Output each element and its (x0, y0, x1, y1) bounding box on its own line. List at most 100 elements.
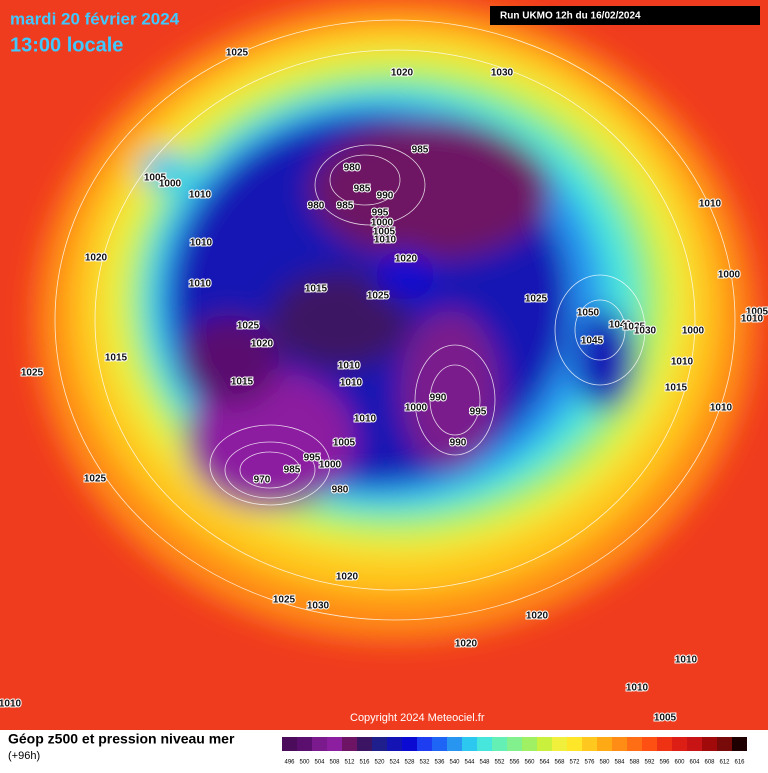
isobar-label: 1025 (273, 595, 296, 606)
isobar-label: 985 (337, 201, 354, 212)
isobar-label: 1030 (307, 601, 330, 612)
scale-label: 508 (329, 760, 340, 766)
isobar-label: 1000 (319, 460, 342, 471)
isobar-label: 1045 (581, 336, 604, 347)
color-swatch (372, 737, 387, 751)
isobar-label: 1015 (105, 353, 128, 364)
scale-label: 616 (734, 760, 745, 766)
color-swatch (687, 737, 702, 751)
color-swatch (282, 737, 297, 751)
color-swatch (672, 737, 687, 751)
scale-label: 572 (569, 760, 580, 766)
scale-label: 520 (374, 760, 385, 766)
isobar-label: 985 (284, 465, 301, 476)
isobar-label: 1050 (577, 308, 600, 319)
isobar-label: 1005 (654, 713, 677, 724)
scale-label: 612 (719, 760, 730, 766)
scale-label: 516 (359, 760, 370, 766)
isobar-label: 1020 (526, 611, 549, 622)
isobar-label: 1025 (226, 48, 249, 59)
scale-label: 580 (599, 760, 610, 766)
color-swatch (657, 737, 672, 751)
isobar-label: 1010 (340, 378, 363, 389)
scale-label: 552 (494, 760, 505, 766)
color-swatch (462, 737, 477, 751)
isobar-label: 1020 (251, 339, 274, 350)
isobar-label: 1010 (699, 199, 722, 210)
isobar-label: 1000 (405, 403, 428, 414)
scale-label: 500 (299, 760, 310, 766)
isobars (54, 19, 736, 621)
color-swatch (627, 737, 642, 751)
color-swatch (507, 737, 522, 751)
scale-label: 584 (614, 760, 625, 766)
isobar-label: 1025 (525, 294, 548, 305)
isobar-label: 1010 (189, 190, 212, 201)
legend-subtitle: (+96h) (8, 750, 40, 762)
isobar-label: 1010 (741, 314, 764, 325)
isobar-label: 1000 (159, 179, 182, 190)
date: mardi 20 février 2024 (10, 9, 180, 28)
legend-title: Géop z500 et pression niveau mer (8, 731, 235, 747)
scale-label: 504 (314, 760, 325, 766)
color-swatch (732, 737, 747, 751)
local-time: 13:00 locale (10, 34, 123, 56)
color-swatch (582, 737, 597, 751)
isobar-label: 1030 (491, 68, 514, 79)
scale-label: 576 (584, 760, 595, 766)
color-swatch (702, 737, 717, 751)
color-swatch (327, 737, 342, 751)
color-swatch (717, 737, 732, 751)
isobar-label: 985 (412, 145, 429, 156)
isobar-label: 1020 (395, 254, 418, 265)
scale-label: 540 (449, 760, 460, 766)
scale-label: 560 (524, 760, 535, 766)
isobar-label: 980 (332, 485, 349, 496)
color-swatch (312, 737, 327, 751)
color-swatch (552, 737, 567, 751)
scale-label: 600 (674, 760, 685, 766)
isobar-label: 1015 (231, 377, 254, 388)
isobar-label: 1010 (710, 403, 733, 414)
scale-label: 536 (434, 760, 445, 766)
color-swatch (447, 737, 462, 751)
scale-label: 548 (479, 760, 490, 766)
isobar-label: 1010 (675, 655, 698, 666)
isobar-label: 1005 (373, 227, 396, 238)
isobar-label: 1020 (85, 253, 108, 264)
scale-label: 524 (389, 760, 400, 766)
isobar-label: 1020 (455, 639, 478, 650)
scale-label: 568 (554, 760, 565, 766)
isobar-label: 1005 (144, 173, 167, 184)
color-swatch (342, 737, 357, 751)
isobar-label: 1015 (665, 383, 688, 394)
scale-label: 564 (539, 760, 550, 766)
scale-label: 556 (509, 760, 520, 766)
isobar-label: 1000 (682, 326, 705, 337)
scale-label: 544 (464, 760, 475, 766)
scale-label: 528 (404, 760, 415, 766)
color-swatch (537, 737, 552, 751)
isobar-label: 1020 (336, 572, 359, 583)
isobar-label: 1015 (305, 284, 328, 295)
isobar-label: 990 (430, 393, 447, 404)
color-swatch (432, 737, 447, 751)
isobar-label: 1010 (354, 414, 377, 425)
isobar-label: 1025 (84, 474, 107, 485)
isobar-label: 1010 (671, 357, 694, 368)
color-swatch (612, 737, 627, 751)
color-swatch (357, 737, 372, 751)
isobar-label: 1010 (189, 279, 212, 290)
isobar-label: 995 (372, 208, 389, 219)
isobar-label: 1035 (623, 322, 646, 333)
color-swatch (477, 737, 492, 751)
isobar-label: 1005 (746, 307, 768, 318)
color-swatch (522, 737, 537, 751)
scale-label: 588 (629, 760, 640, 766)
color-swatch (387, 737, 402, 751)
isobar-label: 1010 (0, 699, 22, 710)
copyright: Copyright 2024 Meteociel.fr (350, 712, 485, 724)
isobar-label: 1025 (21, 368, 44, 379)
